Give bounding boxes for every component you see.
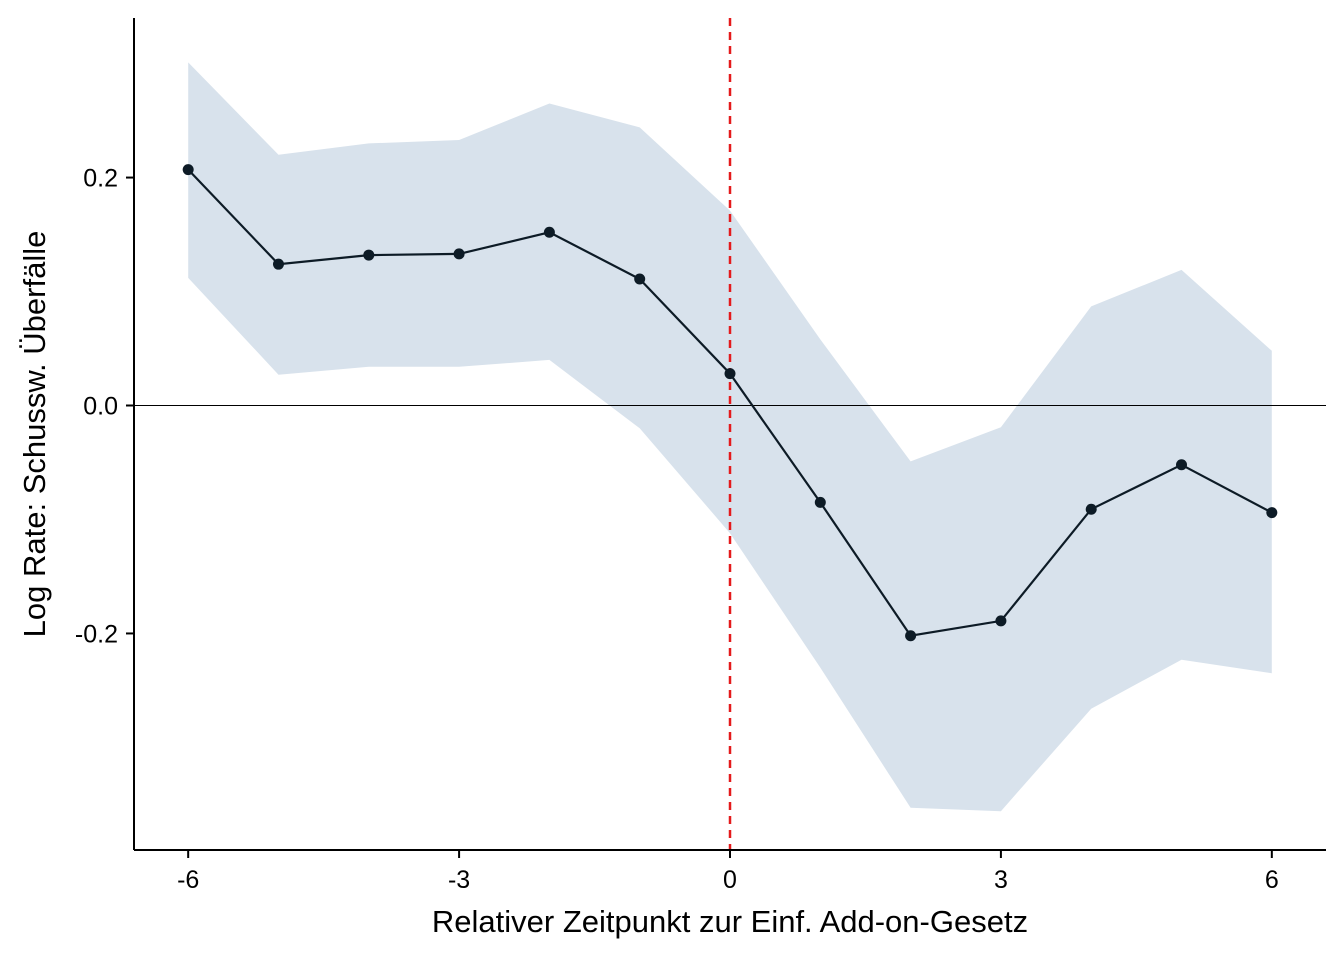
- y-tick-label: -0.2: [75, 620, 118, 648]
- data-point: [1085, 503, 1097, 515]
- y-axis-title: Log Rate: Schussw. Überfälle: [17, 231, 52, 638]
- data-point: [1266, 507, 1278, 519]
- axes: [126, 18, 1326, 858]
- x-axis-title: Relativer Zeitpunkt zur Einf. Add-on-Ges…: [432, 904, 1028, 939]
- x-tick-label: -3: [448, 866, 470, 894]
- data-point: [543, 226, 555, 238]
- data-point: [363, 249, 375, 261]
- data-point: [1176, 459, 1188, 471]
- x-tick-label: 3: [994, 866, 1008, 894]
- data-point: [634, 273, 646, 285]
- data-point: [272, 258, 284, 270]
- y-tick-label: 0.2: [83, 165, 118, 193]
- data-point: [814, 496, 826, 508]
- x-tick-label: 0: [723, 866, 737, 894]
- data-point: [182, 164, 194, 176]
- y-tick-label: 0.0: [83, 393, 118, 421]
- data-point: [905, 630, 917, 642]
- series-layer: [182, 164, 1278, 642]
- x-tick-label: -6: [177, 866, 199, 894]
- data-point: [453, 248, 465, 260]
- tick-labels: -6 -3 0 3 6 -0.2 0.0 0.2: [75, 165, 1279, 894]
- reference-lines: [134, 18, 1326, 850]
- data-point: [724, 368, 736, 380]
- data-point: [995, 615, 1007, 627]
- x-tick-label: 6: [1265, 866, 1279, 894]
